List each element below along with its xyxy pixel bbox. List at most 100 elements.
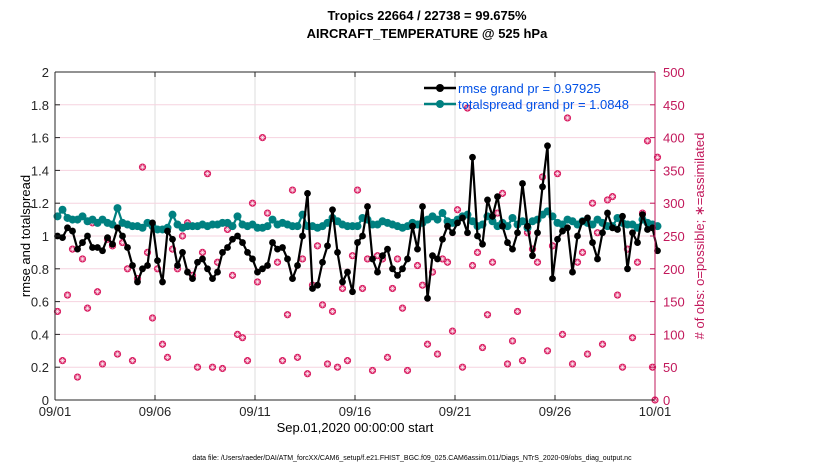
totalspread-point [138, 223, 147, 232]
obs-point [553, 170, 562, 178]
rmse-point [399, 265, 406, 273]
obs-point [123, 265, 132, 273]
obs-point [453, 206, 462, 214]
rmse-point [444, 222, 451, 230]
obs-point [448, 327, 457, 335]
obs-point [288, 186, 297, 194]
rmse-point [304, 189, 311, 197]
obs-point [393, 255, 402, 263]
obs-point [443, 258, 452, 266]
rmse-point [469, 153, 476, 161]
y-tick-label: 0.4 [31, 327, 49, 342]
rmse-point [269, 239, 276, 246]
obs-point [508, 337, 517, 345]
y2-tick-label: 200 [663, 262, 685, 277]
totalspread-point [353, 222, 362, 231]
obs-point [283, 311, 292, 319]
rmse-point [384, 245, 391, 253]
obs-point [113, 350, 122, 358]
rmse-point [464, 229, 471, 237]
y2-tick-label: 150 [663, 295, 685, 310]
rmse-point [279, 244, 286, 251]
rmse-point [114, 224, 121, 232]
obs-point [578, 248, 587, 256]
rmse-point [579, 217, 586, 225]
obs-point [73, 373, 82, 381]
rmse-point [559, 227, 566, 235]
y-tick-label: 1.4 [31, 163, 49, 178]
obs-point [163, 353, 172, 361]
rmse-point [154, 257, 161, 264]
obs-point [498, 189, 507, 197]
x-axis-label: Sep.01,2020 00:00:00 start [277, 420, 434, 435]
legend-label-rmse: rmse grand pr = 0.97925 [458, 81, 601, 96]
rmse-point [594, 255, 601, 263]
obs-point [253, 278, 262, 286]
obs-point [218, 364, 227, 373]
rmse-point [524, 222, 531, 230]
y-tick-label: 1.2 [31, 196, 49, 211]
obs-point [63, 291, 72, 299]
rmse-point [224, 244, 231, 251]
totalspread-point [263, 222, 272, 231]
rmse-point [514, 229, 521, 237]
rmse-point [359, 232, 366, 240]
rmse-point [204, 265, 211, 273]
rmse-point [509, 245, 516, 253]
rmse-point [69, 227, 76, 235]
totalspread-point [433, 215, 442, 224]
obs-point [398, 304, 407, 312]
rmse-point [84, 232, 91, 240]
obs-point [548, 242, 557, 250]
totalspread-point [293, 222, 302, 231]
obs-point [633, 258, 642, 266]
obs-point [503, 360, 512, 368]
rmse-point [139, 265, 146, 273]
y-tick-label: 1.8 [31, 98, 49, 113]
obs-point [418, 281, 427, 289]
legend-marker-rmse [436, 84, 444, 92]
rmse-point [324, 242, 331, 250]
obs-point [258, 134, 267, 142]
obs-point [588, 199, 597, 207]
obs-point [158, 340, 167, 348]
rmse-point [604, 209, 611, 217]
rmse-point [429, 252, 436, 260]
obs-point [488, 258, 497, 266]
obs-point [263, 209, 272, 217]
obs-point [313, 242, 322, 250]
rmse-point [459, 214, 466, 222]
obs-point [58, 357, 67, 365]
rmse-point [144, 262, 151, 269]
obs-point [83, 304, 92, 312]
rmse-point [299, 232, 306, 240]
rmse-point [434, 255, 441, 263]
rmse-point [654, 247, 661, 255]
rmse-point [209, 275, 216, 283]
rmse-point [379, 252, 386, 260]
rmse-point [489, 212, 496, 220]
y-tick-label: 0 [42, 393, 49, 408]
rmse-point [264, 262, 271, 269]
obs-point [483, 311, 492, 319]
obs-point [403, 366, 412, 375]
totalspread-point [508, 213, 517, 222]
rmse-point [529, 252, 536, 260]
obs-point [368, 366, 377, 375]
obs-point [533, 258, 542, 266]
obs-point [613, 291, 622, 299]
rmse-point [179, 249, 186, 256]
rmse-point [439, 235, 446, 243]
rmse-point [494, 193, 501, 201]
totalspread-point [268, 215, 277, 224]
obs-point [293, 353, 302, 361]
rmse-point [159, 278, 166, 286]
obs-point [128, 357, 137, 365]
rmse-point [229, 235, 236, 243]
y2-tick-label: 50 [663, 360, 677, 375]
rmse-point [149, 219, 156, 227]
rmse-point [89, 244, 96, 251]
rmse-point [64, 224, 71, 232]
